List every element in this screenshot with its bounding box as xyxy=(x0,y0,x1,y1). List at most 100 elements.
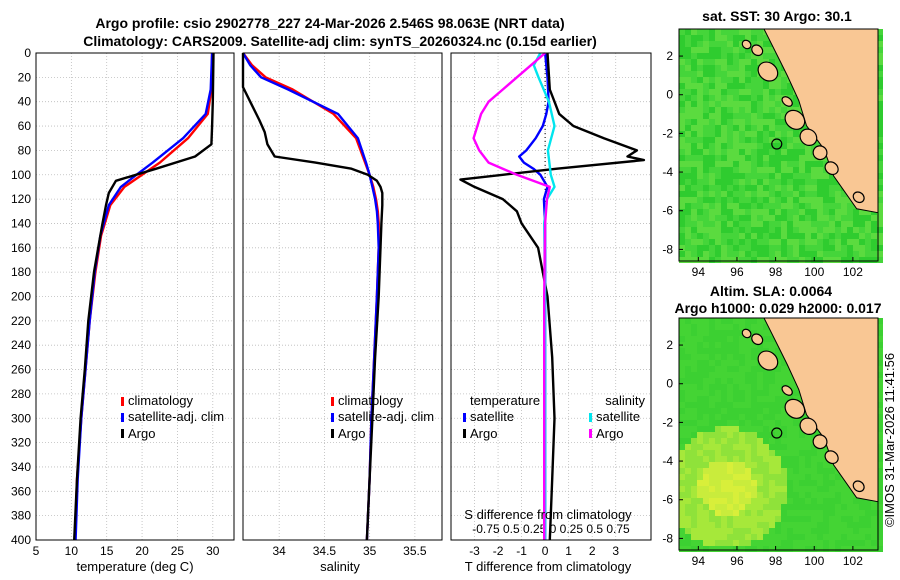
ocean-cell xyxy=(685,504,691,510)
ocean-cell xyxy=(787,438,793,444)
ocean-cell xyxy=(775,77,781,83)
ocean-cell xyxy=(679,35,685,41)
ocean-cell xyxy=(769,203,775,209)
ocean-cell xyxy=(709,318,715,324)
ocean-cell xyxy=(793,474,799,480)
ocean-cell xyxy=(745,179,751,185)
ocean-cell xyxy=(769,53,775,59)
ocean-cell xyxy=(721,95,727,101)
ocean-cell xyxy=(727,504,733,510)
ocean-cell xyxy=(877,209,883,215)
ocean-cell xyxy=(679,504,685,510)
ocean-cell xyxy=(685,233,691,239)
ocean-cell xyxy=(769,173,775,179)
ocean-cell xyxy=(679,71,685,77)
ocean-cell xyxy=(721,251,727,257)
ocean-cell xyxy=(709,504,715,510)
ocean-cell xyxy=(877,318,883,324)
ocean-cell xyxy=(709,462,715,468)
ocean-cell xyxy=(871,546,877,552)
ocean-cell xyxy=(787,167,793,173)
ocean-cell xyxy=(751,101,757,107)
ocean-cell xyxy=(691,59,697,65)
ocean-cell xyxy=(823,203,829,209)
ocean-cell xyxy=(727,245,733,251)
ocean-cell xyxy=(727,41,733,47)
ocean-cell xyxy=(847,534,853,540)
ocean-cell xyxy=(727,378,733,384)
ocean-cell xyxy=(811,173,817,179)
ocean-cell xyxy=(727,540,733,546)
ocean-cell xyxy=(751,426,757,432)
ocean-cell xyxy=(715,65,721,71)
island xyxy=(824,450,839,465)
ocean-cell xyxy=(715,480,721,486)
ocean-cell xyxy=(703,390,709,396)
ocean-cell xyxy=(781,546,787,552)
ocean-cell xyxy=(733,131,739,137)
temperature-panel: 0204060801001201401601802002202402602803… xyxy=(11,46,235,558)
ocean-cell xyxy=(709,95,715,101)
ocean-cell xyxy=(787,540,793,546)
ocean-cell xyxy=(877,480,883,486)
ocean-cell xyxy=(733,462,739,468)
ocean-cell xyxy=(805,510,811,516)
ocean-cell xyxy=(769,516,775,522)
ocean-cell xyxy=(739,348,745,354)
ocean-cell xyxy=(715,486,721,492)
ocean-cell xyxy=(703,47,709,53)
ocean-cell xyxy=(787,480,793,486)
ocean-cell xyxy=(757,414,763,420)
ocean-cell xyxy=(745,498,751,504)
ocean-cell xyxy=(697,318,703,324)
ocean-cell xyxy=(781,239,787,245)
ocean-cell xyxy=(877,257,883,263)
ocean-cell xyxy=(751,324,757,330)
ocean-cell xyxy=(709,336,715,342)
ocean-cell xyxy=(721,173,727,179)
ocean-cell xyxy=(685,125,691,131)
ocean-cell xyxy=(709,330,715,336)
ocean-cell xyxy=(751,510,757,516)
ocean-cell xyxy=(757,185,763,191)
y-tick-label: 300 xyxy=(11,411,31,425)
ocean-cell xyxy=(697,233,703,239)
ocean-cell xyxy=(751,384,757,390)
ocean-cell xyxy=(703,71,709,77)
ocean-cell xyxy=(709,239,715,245)
ocean-cell xyxy=(811,444,817,450)
ocean-cell xyxy=(703,420,709,426)
ocean-cell xyxy=(733,155,739,161)
ocean-cell xyxy=(739,522,745,528)
ocean-cell xyxy=(793,522,799,528)
ocean-cell xyxy=(793,528,799,534)
ocean-cell xyxy=(685,53,691,59)
ocean-cell xyxy=(799,179,805,185)
ocean-cell xyxy=(763,41,769,47)
ocean-cell xyxy=(739,251,745,257)
ocean-cell xyxy=(727,155,733,161)
ocean-cell xyxy=(775,245,781,251)
ocean-cell xyxy=(757,137,763,143)
ocean-cell xyxy=(847,257,853,263)
ocean-cell xyxy=(685,257,691,263)
ocean-cell xyxy=(739,29,745,35)
ocean-cell xyxy=(871,251,877,257)
ocean-cell xyxy=(781,486,787,492)
ocean-cell xyxy=(733,492,739,498)
ocean-cell xyxy=(751,456,757,462)
ocean-cell xyxy=(775,348,781,354)
ocean-cell xyxy=(715,432,721,438)
ocean-cell xyxy=(751,71,757,77)
ocean-cell xyxy=(751,354,757,360)
ocean-cell xyxy=(781,215,787,221)
ocean-cell xyxy=(685,534,691,540)
ocean-cell xyxy=(865,209,871,215)
ocean-cell xyxy=(757,197,763,203)
ocean-cell xyxy=(757,420,763,426)
ocean-cell xyxy=(823,191,829,197)
ocean-cell xyxy=(793,191,799,197)
ocean-cell xyxy=(853,251,859,257)
ocean-cell xyxy=(709,360,715,366)
ocean-cell xyxy=(775,239,781,245)
